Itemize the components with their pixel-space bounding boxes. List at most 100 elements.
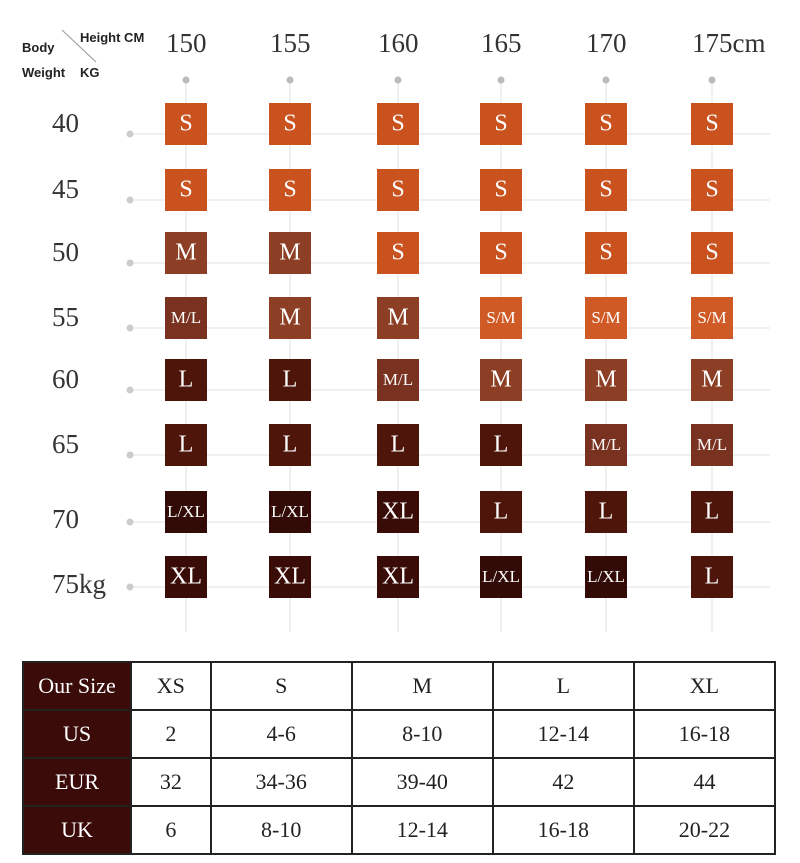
weight-value: 40: [52, 108, 79, 138]
size-box: [269, 491, 311, 533]
table-cell: 12-14: [350, 805, 494, 855]
size-box: [377, 232, 419, 274]
size-box: [691, 169, 733, 211]
height-value: 160: [378, 28, 419, 58]
table-cell: 8-10: [350, 709, 494, 759]
size-label: M/L: [171, 308, 201, 327]
grid-dot: [126, 196, 134, 204]
size-box: [691, 297, 733, 339]
table-cell: 12-14: [491, 709, 635, 759]
table-cell: 6: [130, 805, 212, 855]
size-label: M: [175, 240, 196, 266]
table-cell: 20-22: [632, 805, 777, 855]
size-label: L: [283, 432, 298, 458]
weight-label: Weight: [22, 65, 66, 80]
size-box: [269, 232, 311, 274]
grid-dot: [497, 76, 505, 84]
size-box: [691, 491, 733, 533]
size-box: [480, 297, 522, 339]
size-box: [377, 103, 419, 145]
size-box: [691, 556, 733, 598]
size-label: L: [494, 432, 509, 458]
grid-dot: [286, 76, 294, 84]
size-box: [480, 424, 522, 466]
kg-label: KG: [80, 65, 100, 80]
size-label: S: [179, 111, 192, 137]
size-label: L: [179, 432, 194, 458]
size-label: L: [391, 432, 406, 458]
size-box: [377, 169, 419, 211]
table-cell: S: [209, 661, 353, 711]
size-box: [377, 556, 419, 598]
size-label: XL: [382, 499, 414, 525]
grid-dot: [708, 76, 716, 84]
grid-dot: [126, 451, 134, 459]
size-box: [165, 297, 207, 339]
grid-dot: [126, 130, 134, 138]
table-cell: 4-6: [209, 709, 353, 759]
height-label: Height CM: [80, 30, 144, 45]
body-label: Body: [22, 40, 55, 55]
table-cell: 39-40: [350, 757, 494, 807]
size-label: S: [599, 177, 612, 203]
table-cell: 8-10: [209, 805, 353, 855]
grid-dot: [126, 259, 134, 267]
size-label: XL: [382, 564, 414, 590]
size-label: M: [490, 367, 511, 393]
row-header: US: [22, 709, 132, 759]
size-box: [585, 103, 627, 145]
size-box: [480, 232, 522, 274]
size-box: [585, 491, 627, 533]
size-label: M: [701, 367, 722, 393]
size-box: [691, 232, 733, 274]
size-box: [585, 359, 627, 401]
size-box: [585, 297, 627, 339]
size-label: M: [387, 305, 408, 331]
size-grid: Body Height CM Weight KG 150 155 160 165 170…: [22, 28, 770, 632]
size-box: [377, 491, 419, 533]
size-box: [165, 103, 207, 145]
size-box: [480, 491, 522, 533]
size-label: S: [705, 240, 718, 266]
size-box: [585, 169, 627, 211]
table-row: UK 6 8-10 12-14 16-18 20-22: [22, 805, 777, 855]
grid-dot: [126, 386, 134, 394]
size-box: [480, 169, 522, 211]
size-label: M: [279, 240, 300, 266]
size-label: S: [179, 177, 192, 203]
height-value: 170: [586, 28, 627, 58]
size-box: [165, 556, 207, 598]
size-label: L/XL: [271, 502, 309, 521]
table-cell: M: [350, 661, 494, 711]
size-label: S/M: [486, 308, 515, 327]
size-label: M/L: [591, 435, 621, 454]
weight-value: 60: [52, 364, 79, 394]
size-label: S: [599, 240, 612, 266]
size-label: XL: [170, 564, 202, 590]
grid-dot: [126, 518, 134, 526]
size-label: L: [705, 564, 720, 590]
table-cell: 44: [632, 757, 777, 807]
table-cell: 42: [491, 757, 635, 807]
height-value: 175cm: [692, 28, 766, 58]
size-label: S/M: [697, 308, 726, 327]
size-box: [165, 491, 207, 533]
size-label: M: [595, 367, 616, 393]
size-label: L/XL: [482, 567, 520, 586]
size-box: [480, 556, 522, 598]
height-value: 165: [481, 28, 522, 58]
size-label: L: [179, 367, 194, 393]
row-header: UK: [22, 805, 132, 855]
table-cell: 32: [130, 757, 212, 807]
size-box: [377, 424, 419, 466]
size-label: S: [391, 177, 404, 203]
size-box: [165, 232, 207, 274]
size-label: L: [283, 367, 298, 393]
table-row: Our Size XS S M L XL: [22, 661, 777, 711]
grid-dot: [182, 76, 190, 84]
size-box: [165, 424, 207, 466]
height-value: 150: [166, 28, 207, 58]
table-cell: 34-36: [209, 757, 353, 807]
table-cell: 16-18: [632, 709, 777, 759]
